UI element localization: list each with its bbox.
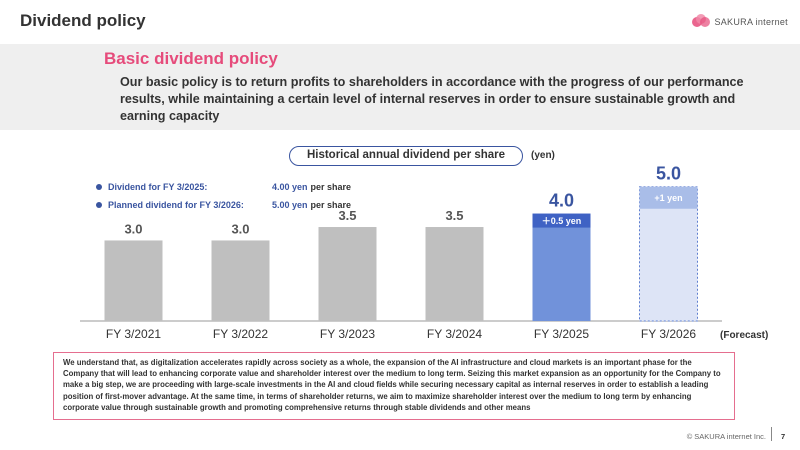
x-tick-label-5: FY 3/2026 <box>641 327 696 341</box>
dividend-bar-chart: 3.0 FY 3/2021 3.0 FY 3/2022 3.5 FY 3/2023 3.5 F… <box>80 164 768 341</box>
legend-suffix: per share <box>310 182 352 192</box>
legend-suffix: per share <box>310 200 352 210</box>
copyright: © SAKURA internet Inc. <box>686 432 766 441</box>
bullet-icon <box>96 202 102 208</box>
company-logo: SAKURA internet <box>691 14 788 30</box>
policy-text: Our basic policy is to return profits to… <box>120 75 744 123</box>
policy-title: Basic dividend policy <box>104 49 278 68</box>
logo-text: SAKURA internet <box>714 17 788 27</box>
value-label-1: 3.0 <box>231 221 249 236</box>
unit-label: (yen) <box>531 150 555 161</box>
value-label-0: 3.0 <box>124 221 142 236</box>
slide-header: Dividend policy SAKURA internet <box>0 0 800 44</box>
x-tick-label-3: FY 3/2024 <box>427 327 482 341</box>
bar-3 <box>425 227 484 321</box>
value-label-3: 3.5 <box>445 208 463 223</box>
legend-item-fy2025: Dividend for FY 3/2025: 4.00 yen per sha… <box>96 182 351 192</box>
value-label-2: 3.5 <box>338 208 356 223</box>
footer-divider <box>771 427 772 441</box>
forecast-label: (Forecast) <box>720 330 768 341</box>
legend-value: 4.00 yen <box>272 182 308 192</box>
legend-name: Planned dividend for FY 3/2026: <box>108 200 244 210</box>
chart-title-pill: Historical annual dividend per share <box>289 146 523 166</box>
increment-band-4 <box>532 213 591 228</box>
increment-label-4: ＋0.5 yen <box>542 216 582 226</box>
bar-0 <box>104 240 163 321</box>
slide-title: Dividend policy <box>20 11 146 30</box>
x-tick-label-0: FY 3/2021 <box>106 327 161 341</box>
bar-1 <box>211 240 270 321</box>
legend-item-fy2026: Planned dividend for FY 3/2026: 5.00 yen… <box>96 200 351 210</box>
value-label-5: 5.0 <box>656 164 681 184</box>
bar-4 <box>532 213 591 321</box>
x-tick-label-2: FY 3/2023 <box>320 327 375 341</box>
policy-band <box>0 44 800 130</box>
legend-name: Dividend for FY 3/2025: <box>108 182 208 192</box>
sakura-flower-icon <box>692 14 711 27</box>
bar-2 <box>318 227 377 321</box>
value-label-4: 4.0 <box>549 191 574 211</box>
increment-band-5 <box>639 186 698 209</box>
legend-value: 5.00 yen <box>272 200 308 210</box>
increment-label-5: +1 yen <box>654 193 682 203</box>
bar-5 <box>639 186 698 322</box>
bullet-icon <box>96 184 102 190</box>
note-box: We understand that, as digitalization ac… <box>53 352 735 420</box>
x-tick-label-4: FY 3/2025 <box>534 327 589 341</box>
x-tick-label-1: FY 3/2022 <box>213 327 268 341</box>
page-number: 7 <box>781 432 786 441</box>
